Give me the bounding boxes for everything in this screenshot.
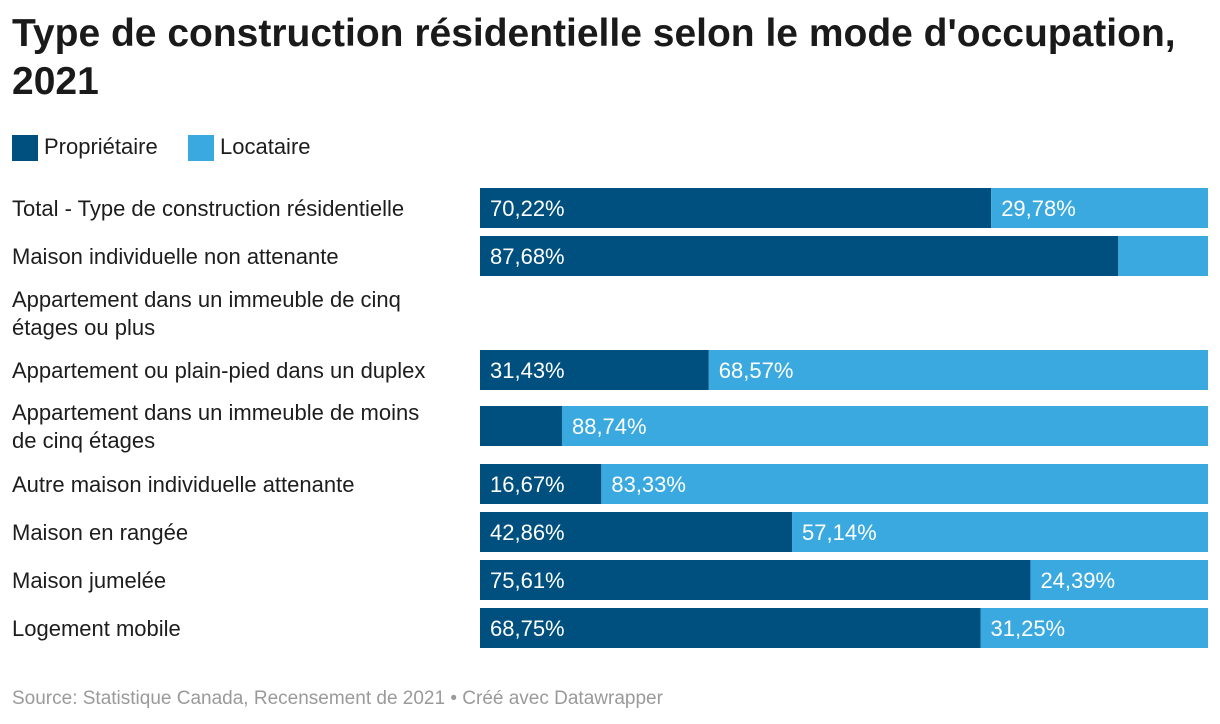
category-label: Maison individuelle non attenante <box>12 244 339 269</box>
bar-owner <box>480 406 562 446</box>
data-label-renter: 88,74% <box>572 414 647 439</box>
category-label: Maison jumelée <box>12 568 166 593</box>
data-label-owner: 16,67% <box>490 472 565 497</box>
data-label-owner: 75,61% <box>490 568 565 593</box>
bar-renter <box>991 188 1208 228</box>
category-label: Logement mobile <box>12 616 181 641</box>
data-label-owner: 42,86% <box>490 520 565 545</box>
data-label-renter: 29,78% <box>1001 196 1076 221</box>
data-label-renter: 68,57% <box>719 358 794 383</box>
category-label: Appartement dans un immeuble de cinq étag… <box>12 287 401 340</box>
chart-title: Type de construction résidentielle selon… <box>12 12 1176 103</box>
bar-owner <box>480 608 981 648</box>
bar-renter <box>980 608 1208 648</box>
bar-owner <box>480 560 1031 600</box>
data-label-renter: 83,33% <box>611 472 686 497</box>
category-label: Appartement dans un immeuble de moins de … <box>12 400 419 453</box>
data-label-owner: 31,43% <box>490 358 565 383</box>
category-label: Autre maison individuelle attenante <box>12 472 354 497</box>
bar-renter <box>1118 236 1208 276</box>
data-label-owner: 68,75% <box>490 616 565 641</box>
bar-renter <box>1030 560 1208 600</box>
bar-owner <box>480 350 709 390</box>
data-label-renter: 31,25% <box>991 616 1066 641</box>
category-label: Appartement ou plain-pied dans un duplex <box>12 358 425 383</box>
bar-renter <box>708 350 1208 390</box>
legend-label-owner: Propriétaire <box>44 134 158 159</box>
bar-renter <box>601 464 1208 504</box>
data-label-owner: 87,68% <box>490 244 565 269</box>
category-label: Total - Type de construction résidentiel… <box>12 196 404 221</box>
data-label-owner: 70,22% <box>490 196 565 221</box>
bar-owner <box>480 188 992 228</box>
bar-owner <box>480 236 1119 276</box>
bar-owner <box>480 512 793 552</box>
bar-owner <box>480 464 602 504</box>
legend-swatch-owner <box>12 135 38 161</box>
bar-renter <box>561 406 1208 446</box>
legend-swatch-renter <box>188 135 214 161</box>
data-label-renter: 57,14% <box>802 520 877 545</box>
source-note: Source: Statistique Canada, Recensement … <box>12 688 663 709</box>
legend-label-renter: Locataire <box>220 134 311 159</box>
data-label-renter: 24,39% <box>1040 568 1115 593</box>
category-label: Maison en rangée <box>12 520 188 545</box>
bar-renter <box>792 512 1208 552</box>
